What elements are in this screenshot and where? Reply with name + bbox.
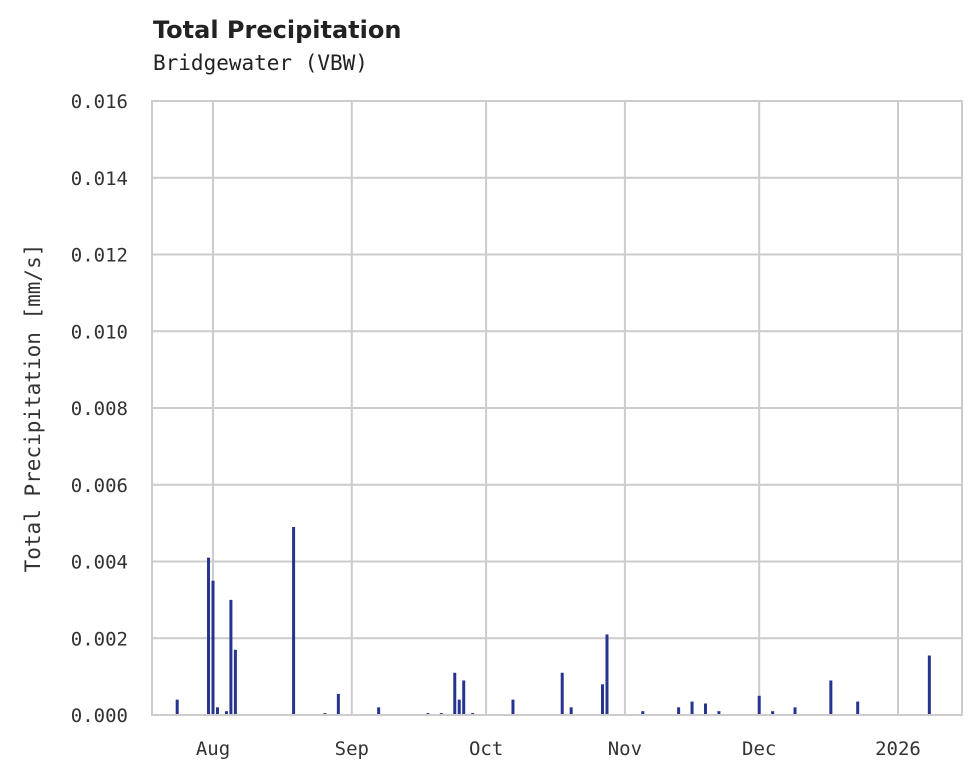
y-tick-label: 0.008 [71,398,128,420]
y-tick-label: 0.012 [71,245,128,267]
chart-title: Total Precipitation [153,16,402,44]
precipitation-bar [462,680,466,715]
precipitation-bar [175,699,179,715]
precipitation-bar [457,699,461,715]
precipitation-bar [292,526,296,715]
precipitation-bar [771,711,775,715]
precipitation-bar [690,701,694,715]
precipitation-bar [927,655,931,715]
y-tick-label: 0.004 [71,552,128,574]
precipitation-bar [560,672,564,715]
precipitation-bar [207,557,211,715]
x-tick-label: Sep [335,738,369,760]
precipitation-bar [856,701,860,715]
precipitation-bar [211,580,215,715]
x-tick-label: Dec [742,738,776,760]
precipitation-bar [511,699,515,715]
gridlines [152,100,962,716]
x-axis-ticks: Aug Sep Oct Nov Dec 2026 [196,738,921,760]
precipitation-bar [793,707,797,715]
precipitation-bar [569,707,573,715]
y-tick-label: 0.014 [71,168,128,190]
precipitation-bar [215,707,219,715]
y-tick-label: 0.002 [71,628,128,650]
x-tick-label: Aug [196,738,230,760]
y-tick-label: 0.016 [71,91,128,113]
precipitation-bar [336,693,340,715]
precipitation-bar [717,711,721,715]
y-tick-label: 0.010 [71,321,128,343]
precipitation-bar [601,684,605,715]
precipitation-bar [641,711,645,715]
precipitation-bar [757,695,761,715]
x-tick-label: Nov [608,738,642,760]
data-bars [175,526,931,716]
precipitation-bar [605,634,609,715]
precipitation-bar [377,707,381,715]
precipitation-bar [453,672,457,715]
y-tick-label: 0.006 [71,475,128,497]
precipitation-bar [233,649,237,715]
x-tick-label: 2026 [875,738,921,760]
y-axis-ticks: 0.000 0.002 0.004 0.006 0.008 0.010 0.012 0.014… [71,91,128,727]
precipitation-bar [703,703,707,715]
chart-subtitle: Bridgewater (VBW) [153,51,368,75]
precipitation-bar [829,680,833,715]
precipitation-bar [229,599,233,715]
precipitation-bar [224,711,228,715]
y-tick-label: 0.000 [71,705,128,727]
precipitation-bar [677,707,681,715]
x-tick-label: Oct [469,738,503,760]
plot-frame [151,100,963,716]
